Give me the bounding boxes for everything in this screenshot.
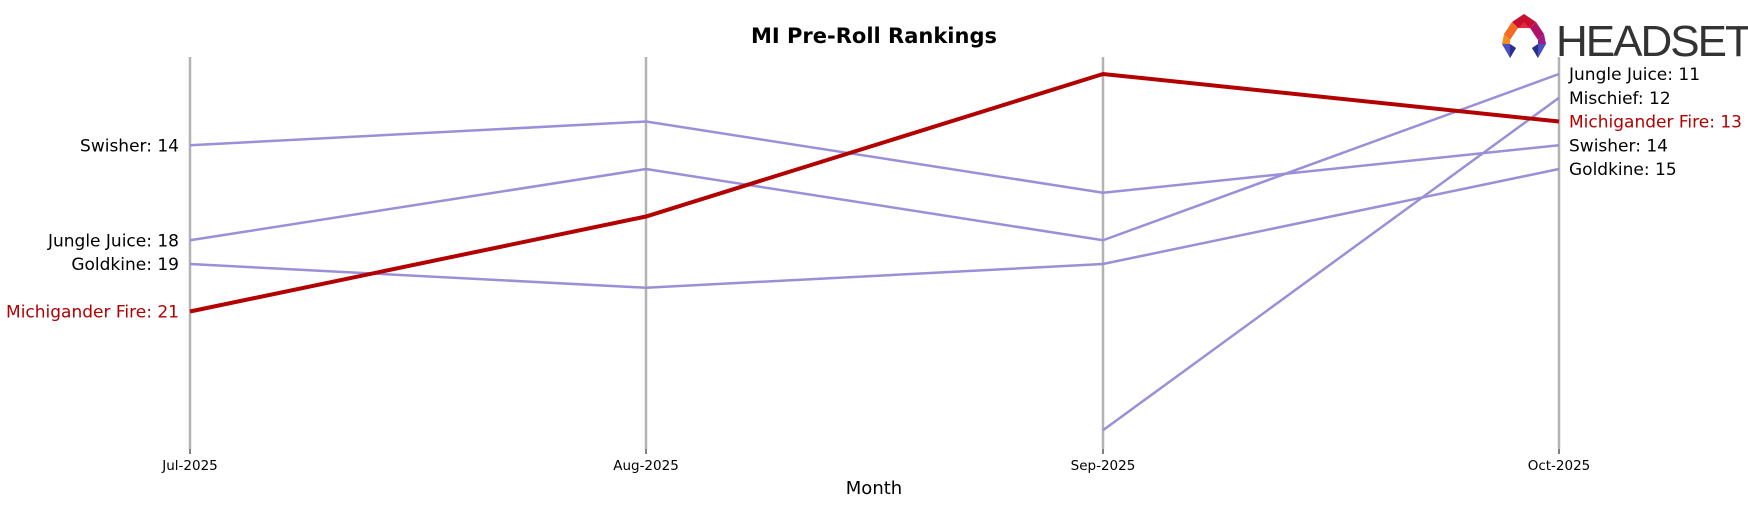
end-labels: Swisher: 14 Jungle Juice: 11 Goldkine: 15 M… [1568,65,1742,180]
x-axis-label: Month [846,478,902,499]
end-label-goldkine: Goldkine: 15 [1569,160,1677,180]
series-line-mischief [1102,96,1560,432]
end-label-mischief: Mischief: 12 [1569,89,1671,109]
start-labels: Swisher: 14 Jungle Juice: 18 Goldkine: 19 M… [6,136,179,322]
x-tick-label: Oct-2025 [1528,458,1591,474]
logo-text: HEADSET [1556,17,1748,66]
series-line-jungle-juice [189,72,1560,242]
start-label-swisher: Swisher: 14 [80,136,179,156]
end-label-jungle-juice: Jungle Juice: 11 [1568,65,1700,85]
start-label-jungle-juice: Jungle Juice: 18 [47,231,179,251]
x-tick-label: Jul-2025 [161,458,218,474]
end-label-michigander-fire: Michigander Fire: 13 [1569,113,1742,133]
series-line-michigander-fire [189,71,1560,314]
x-tick-label: Sep-2025 [1071,458,1136,474]
series-line-swisher [189,120,1560,195]
chart-title: MI Pre-Roll Rankings [751,24,997,48]
start-label-michigander-fire: Michigander Fire: 21 [6,303,179,323]
end-label-swisher: Swisher: 14 [1569,136,1668,156]
headset-logo: HEADSET [1502,14,1748,66]
x-tick-label: Aug-2025 [613,458,679,474]
series-lines [189,71,1560,432]
headset-logo-icon [1502,14,1546,58]
start-label-goldkine: Goldkine: 19 [71,255,179,275]
series-line-goldkine [189,167,1560,290]
month-axes: Jul-2025 Aug-2025 Sep-2025 Oct-2025 [161,57,1590,474]
